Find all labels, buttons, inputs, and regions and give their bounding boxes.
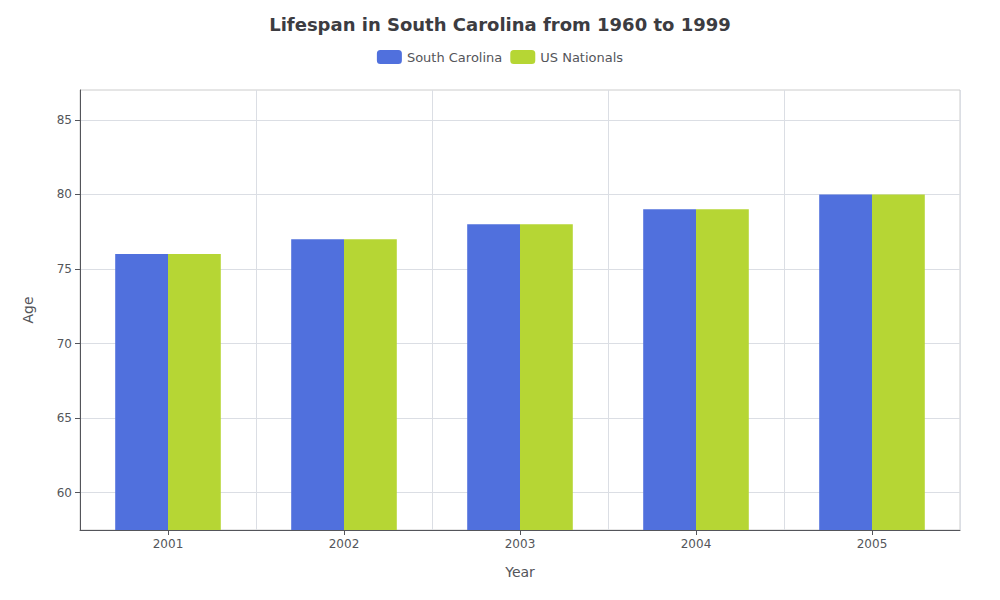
svg-text:2002: 2002: [329, 537, 360, 551]
svg-text:Year: Year: [504, 564, 535, 580]
svg-text:2005: 2005: [857, 537, 888, 551]
svg-text:60: 60: [57, 486, 72, 500]
svg-text:75: 75: [57, 262, 72, 276]
svg-text:65: 65: [57, 411, 72, 425]
svg-text:2001: 2001: [153, 537, 184, 551]
svg-text:2003: 2003: [505, 537, 536, 551]
svg-text:South Carolina: South Carolina: [407, 50, 502, 65]
svg-text:85: 85: [57, 113, 72, 127]
svg-text:2004: 2004: [681, 537, 712, 551]
svg-text:70: 70: [57, 337, 72, 351]
svg-text:80: 80: [57, 187, 72, 201]
svg-text:Age: Age: [20, 296, 36, 323]
svg-text:US Nationals: US Nationals: [540, 50, 623, 65]
svg-text:Lifespan in South Carolina fro: Lifespan in South Carolina from 1960 to …: [269, 14, 731, 35]
